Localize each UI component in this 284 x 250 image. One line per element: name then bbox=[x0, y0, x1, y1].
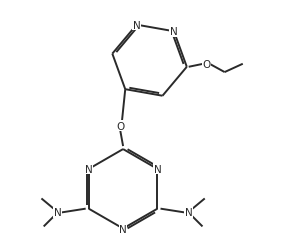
Text: N: N bbox=[133, 20, 141, 30]
Text: O: O bbox=[116, 121, 124, 131]
Text: N: N bbox=[54, 208, 62, 218]
Text: N: N bbox=[119, 224, 127, 234]
Text: N: N bbox=[185, 208, 192, 218]
Text: N: N bbox=[85, 164, 93, 174]
Text: O: O bbox=[202, 60, 211, 70]
Text: N: N bbox=[170, 27, 178, 37]
Text: N: N bbox=[154, 164, 161, 174]
